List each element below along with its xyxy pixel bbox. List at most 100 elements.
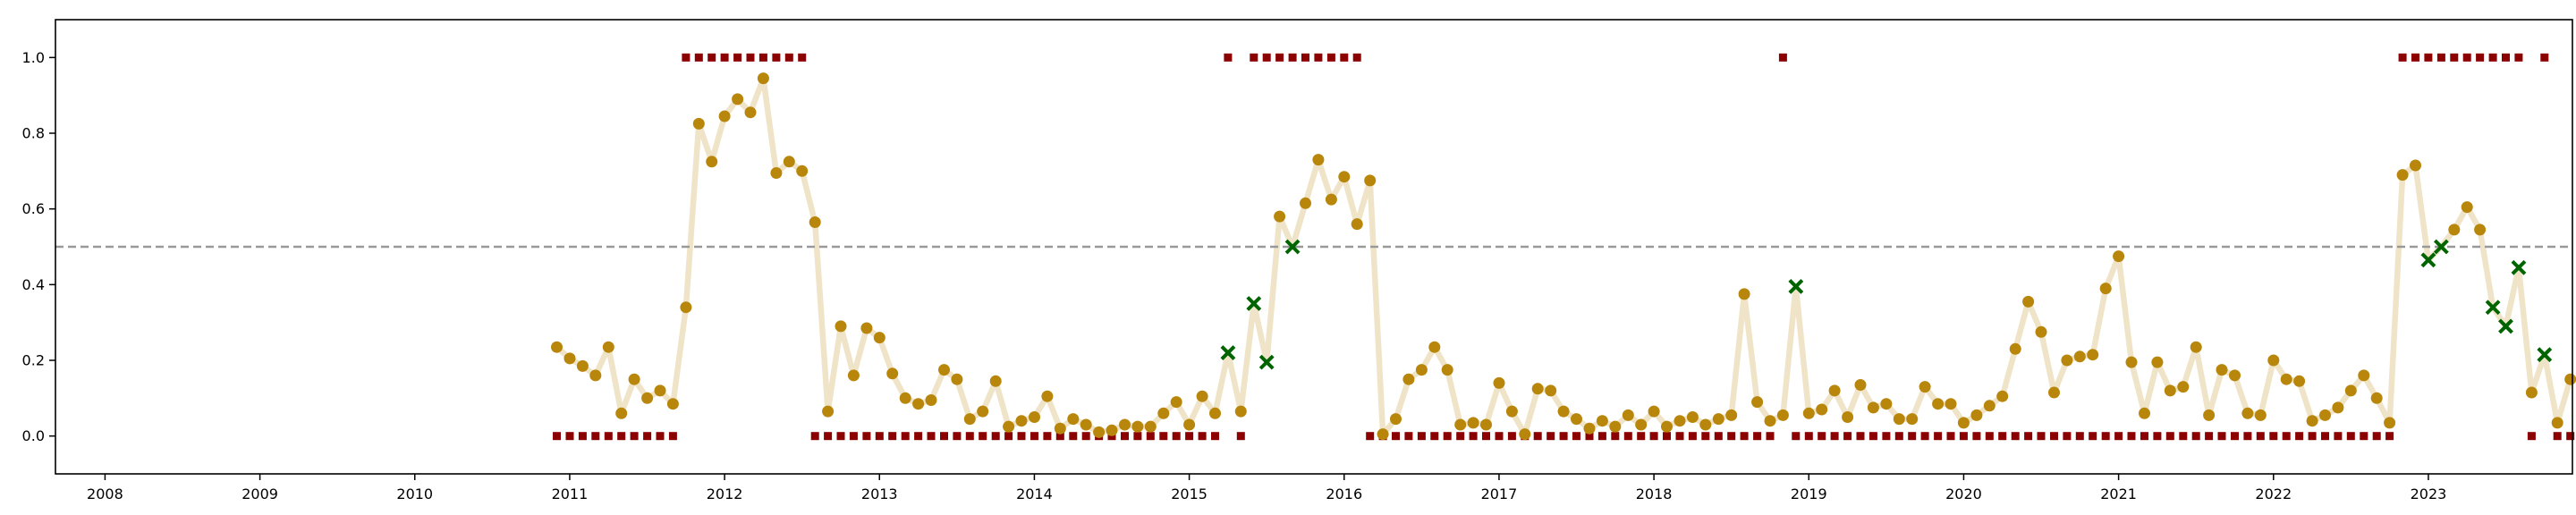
label-marker (1585, 432, 1594, 441)
probability-point (1274, 210, 1286, 223)
probability-point (1338, 171, 1351, 183)
x-tick-label: 2014 (1016, 485, 1053, 502)
label-marker (914, 432, 923, 441)
probability-point (1454, 418, 1467, 431)
misclassified-point (1788, 279, 1804, 294)
label-marker (2011, 432, 2020, 441)
label-marker (1430, 432, 1439, 441)
probability-point (2099, 283, 2112, 295)
probability-point (2306, 415, 2318, 427)
label-marker (1843, 432, 1852, 441)
label-marker (1340, 53, 1349, 62)
probability-point (822, 405, 835, 418)
label-marker (772, 53, 781, 62)
probability-point (706, 156, 718, 168)
label-marker (1894, 432, 1903, 441)
probability-point (1054, 422, 1066, 435)
probability-point (1802, 407, 1815, 419)
label-marker (2566, 432, 2575, 441)
label-marker (1224, 53, 1233, 62)
label-marker (1301, 53, 1309, 62)
label-marker (2346, 432, 2355, 441)
label-marker (604, 432, 613, 441)
label-marker (940, 432, 948, 441)
label-marker (875, 432, 884, 441)
label-marker (708, 53, 716, 62)
label-marker (1998, 432, 2007, 441)
misclassified-point (2420, 252, 2436, 268)
label-marker (746, 53, 755, 62)
probability-point (1377, 428, 1389, 441)
probability-point (2525, 386, 2538, 399)
label-marker (1597, 432, 1606, 441)
label-marker (1495, 432, 1504, 441)
label-marker (1469, 432, 1478, 441)
label-marker (1649, 432, 1658, 441)
label-marker (849, 432, 858, 441)
probability-point (2461, 201, 2473, 214)
probability-point (1209, 407, 1221, 419)
label-marker (1236, 432, 1245, 441)
label-marker (1482, 432, 1490, 441)
label-marker (2127, 432, 2136, 441)
y-tick-label: 0.6 (22, 200, 45, 217)
label-marker (2527, 432, 2536, 441)
probability-point (1932, 398, 1945, 410)
probability-point (1003, 420, 1015, 433)
label-marker (2436, 53, 2445, 62)
probability-point (770, 167, 783, 179)
label-marker (1004, 432, 1013, 441)
misclassified-point (1246, 296, 1262, 311)
label-marker (965, 432, 974, 441)
probability-point (2344, 384, 2357, 397)
probability-point (1300, 197, 1311, 209)
probability-point (564, 352, 576, 365)
probability-point (2035, 325, 2047, 338)
probability-point (2216, 364, 2228, 376)
label-marker (991, 432, 1000, 441)
y-tick-label: 0.2 (22, 352, 45, 369)
misclassified-point (1284, 239, 1301, 255)
x-tick-label: 2018 (1636, 485, 1673, 502)
probability-point (1842, 411, 1854, 423)
probability-point (2151, 356, 2164, 368)
probability-point (1622, 409, 1634, 421)
probability-point (1545, 384, 1557, 397)
label-marker (2450, 53, 2459, 62)
probability-point (551, 341, 563, 353)
probability-point (2448, 224, 2461, 236)
misclassified-point (1258, 354, 1275, 370)
probability-point (977, 405, 989, 418)
label-marker (1727, 432, 1736, 441)
label-marker (2231, 432, 2239, 441)
label-marker (1946, 432, 1955, 441)
label-marker (953, 432, 962, 441)
label-marker (1366, 432, 1375, 441)
label-marker (1172, 432, 1181, 441)
probability-point (847, 369, 860, 382)
label-marker (2050, 432, 2058, 441)
probability-point (860, 322, 873, 334)
y-tick-label: 0.4 (22, 276, 45, 293)
probability-points (551, 72, 2576, 441)
label-marker (1572, 432, 1580, 441)
probability-point (989, 375, 1002, 387)
label-marker (888, 432, 897, 441)
probability-point (654, 384, 666, 397)
probability-point (2384, 417, 2396, 429)
probability-point (2073, 350, 2086, 363)
probability-point (1234, 405, 1247, 418)
probability-point (1648, 405, 1660, 418)
x-tick-label: 2012 (707, 485, 743, 502)
probability-point (615, 407, 628, 419)
probability-point (951, 373, 963, 385)
probability-point (2564, 373, 2576, 385)
label-marker (1856, 432, 1865, 441)
label-marker (2165, 432, 2174, 441)
x-tick-label: 2016 (1326, 485, 1362, 502)
misclassified-point (1220, 345, 1236, 360)
probability-point (2358, 369, 2370, 382)
probability-point (1144, 420, 1157, 433)
probability-point (666, 398, 679, 410)
